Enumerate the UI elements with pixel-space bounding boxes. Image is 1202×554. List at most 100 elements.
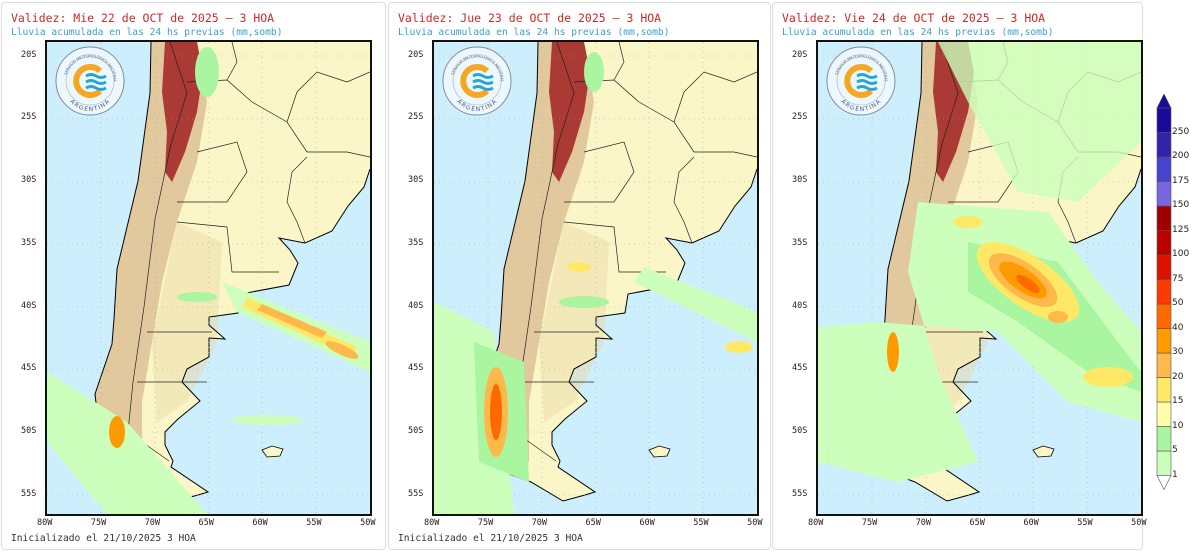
sun-c-icon (460, 64, 490, 98)
lat-tick-label: 55S (792, 488, 808, 499)
lat-tick-label: 45S (792, 363, 808, 374)
lon-tick-label: 55W (1077, 518, 1093, 528)
lon-tick-label: 60W (639, 518, 655, 528)
smn-logo: SERVICIO METEOROLÓGICO NACIONAL ARGENTIN… (54, 45, 126, 121)
lat-tick-label: 35S (21, 237, 37, 248)
lat-tick-label: 50S (792, 425, 808, 436)
lon-tick-label: 70W (144, 518, 161, 528)
colorbar-min-arrow (1156, 475, 1172, 491)
lat-tick-label: 35S (408, 237, 424, 248)
lon-tick-label: 50W (747, 518, 763, 528)
colorbar-swatch (1156, 132, 1172, 158)
colorbar-level-label: 5 (1172, 445, 1178, 455)
lon-tick-label: 55W (306, 518, 322, 528)
colorbar-swatch (1156, 401, 1172, 427)
map-subtitle: Lluvia acumulada en las 24 hs previas (m… (782, 27, 1054, 38)
init-time: Inicializado el 21/10/2025 3 HOA (398, 533, 583, 544)
colorbar-swatch (1156, 181, 1172, 207)
lat-tick-label: 55S (21, 488, 37, 499)
lon-tick-label: 80W (808, 518, 824, 528)
map-subtitle: Lluvia acumulada en las 24 hs previas (m… (11, 27, 283, 38)
lat-tick-label: 40S (21, 300, 37, 311)
sun-c-icon (73, 64, 103, 98)
lon-tick-label: 55W (693, 518, 709, 528)
lon-tick-label: 80W (424, 518, 440, 528)
colorbar-swatch (1156, 205, 1172, 231)
forecast-panel-day1: Validez: Mie 22 de OCT de 2025 – 3 HOA L… (1, 2, 386, 550)
lat-tick-label: 50S (21, 425, 37, 436)
colorbar-swatch (1156, 303, 1172, 329)
precip-overlay (818, 42, 1141, 482)
lon-tick-label: 65W (198, 518, 214, 528)
validity-title: Validez: Vie 24 de OCT de 2025 – 3 HOA (782, 11, 1046, 25)
sun-c-icon (844, 64, 874, 98)
map-subtitle: Lluvia acumulada en las 24 hs previas (m… (398, 27, 670, 38)
lon-tick-label: 50W (360, 518, 376, 528)
smn-logo: SERVICIO METEOROLÓGICO NACIONAL ARGENTIN… (441, 45, 513, 121)
lon-tick-label: 60W (252, 518, 268, 528)
colorbar-level-label: 40 (1172, 322, 1184, 333)
lon-tick-label: 60W (1023, 518, 1039, 528)
colorbar-swatch (1156, 450, 1172, 476)
lat-tick-label: 30S (408, 175, 424, 186)
precip-overlay (47, 47, 370, 514)
colorbar-swatch (1156, 377, 1172, 403)
lon-tick-label: 50W (1131, 518, 1147, 528)
lon-tick-label: 75W (861, 518, 878, 528)
lat-tick-label: 20S (792, 49, 808, 60)
colorbar-level-label: 200 (1172, 151, 1190, 161)
lat-tick-label: 30S (792, 175, 808, 186)
waves-icon (472, 73, 494, 91)
colorbar-level-label: 150 (1172, 200, 1190, 210)
colorbar-level-label: 15 (1172, 396, 1184, 406)
colorbar-swatch (1156, 328, 1172, 354)
colorbar-swatch (1156, 426, 1172, 452)
colorbar-level-label: 50 (1172, 298, 1184, 308)
lat-tick-label: 45S (21, 363, 37, 374)
colorbar-level-label: 100 (1172, 249, 1190, 259)
lon-tick-label: 70W (531, 518, 548, 528)
colorbar-level-label: 1 (1172, 469, 1178, 480)
lat-tick-label: 25S (792, 112, 808, 123)
colorbar-level-label: 30 (1172, 347, 1184, 357)
lat-tick-label: 40S (792, 300, 808, 311)
colorbar-swatch (1156, 279, 1172, 305)
validity-title: Validez: Jue 23 de OCT de 2025 – 3 HOA (398, 11, 662, 25)
lon-tick-label: 65W (969, 518, 985, 528)
lon-tick-label: 75W (90, 518, 107, 528)
colorbar-swatch (1156, 107, 1172, 133)
precip-map (816, 40, 1143, 516)
init-time: Inicializado el 21/10/2025 3 HOA (11, 533, 196, 544)
waves-icon (85, 73, 107, 91)
lat-tick-label: 20S (408, 49, 424, 60)
lat-tick-label: 40S (408, 300, 424, 311)
colorbar-swatch (1156, 230, 1172, 256)
validity-title: Validez: Mie 22 de OCT de 2025 – 3 HOA (11, 11, 275, 25)
lat-tick-label: 30S (21, 175, 37, 186)
lon-tick-label: 80W (37, 518, 53, 528)
lat-tick-label: 45S (408, 363, 424, 374)
lat-tick-label: 35S (792, 237, 808, 248)
forecast-panel-day3: Validez: Vie 24 de OCT de 2025 – 3 HOA L… (772, 2, 1147, 550)
lat-tick-label: 55S (408, 488, 424, 499)
colorbar-swatch (1156, 156, 1172, 182)
colorbar-swatch (1156, 352, 1172, 378)
precip-colorbar (1156, 93, 1172, 494)
colorbar-max-arrow (1156, 93, 1172, 109)
smn-logo: SERVICIO METEOROLÓGICO NACIONAL ARGENTIN… (825, 45, 897, 121)
precip-map (432, 40, 759, 516)
precip-overlay (434, 52, 757, 514)
lat-tick-label: 20S (21, 49, 37, 60)
lat-tick-label: 25S (21, 112, 37, 123)
lon-tick-label: 70W (915, 518, 932, 528)
colorbar-level-label: 125 (1172, 224, 1190, 235)
precip-map (45, 40, 372, 516)
lon-tick-label: 75W (477, 518, 494, 528)
lat-tick-label: 50S (408, 425, 424, 436)
lat-tick-label: 25S (408, 112, 424, 123)
colorbar-level-label: 75 (1172, 273, 1184, 284)
colorbar-swatch (1156, 254, 1172, 280)
colorbar-level-label: 175 (1172, 175, 1190, 186)
waves-icon (856, 73, 878, 91)
colorbar-level-label: 250 (1172, 126, 1190, 137)
